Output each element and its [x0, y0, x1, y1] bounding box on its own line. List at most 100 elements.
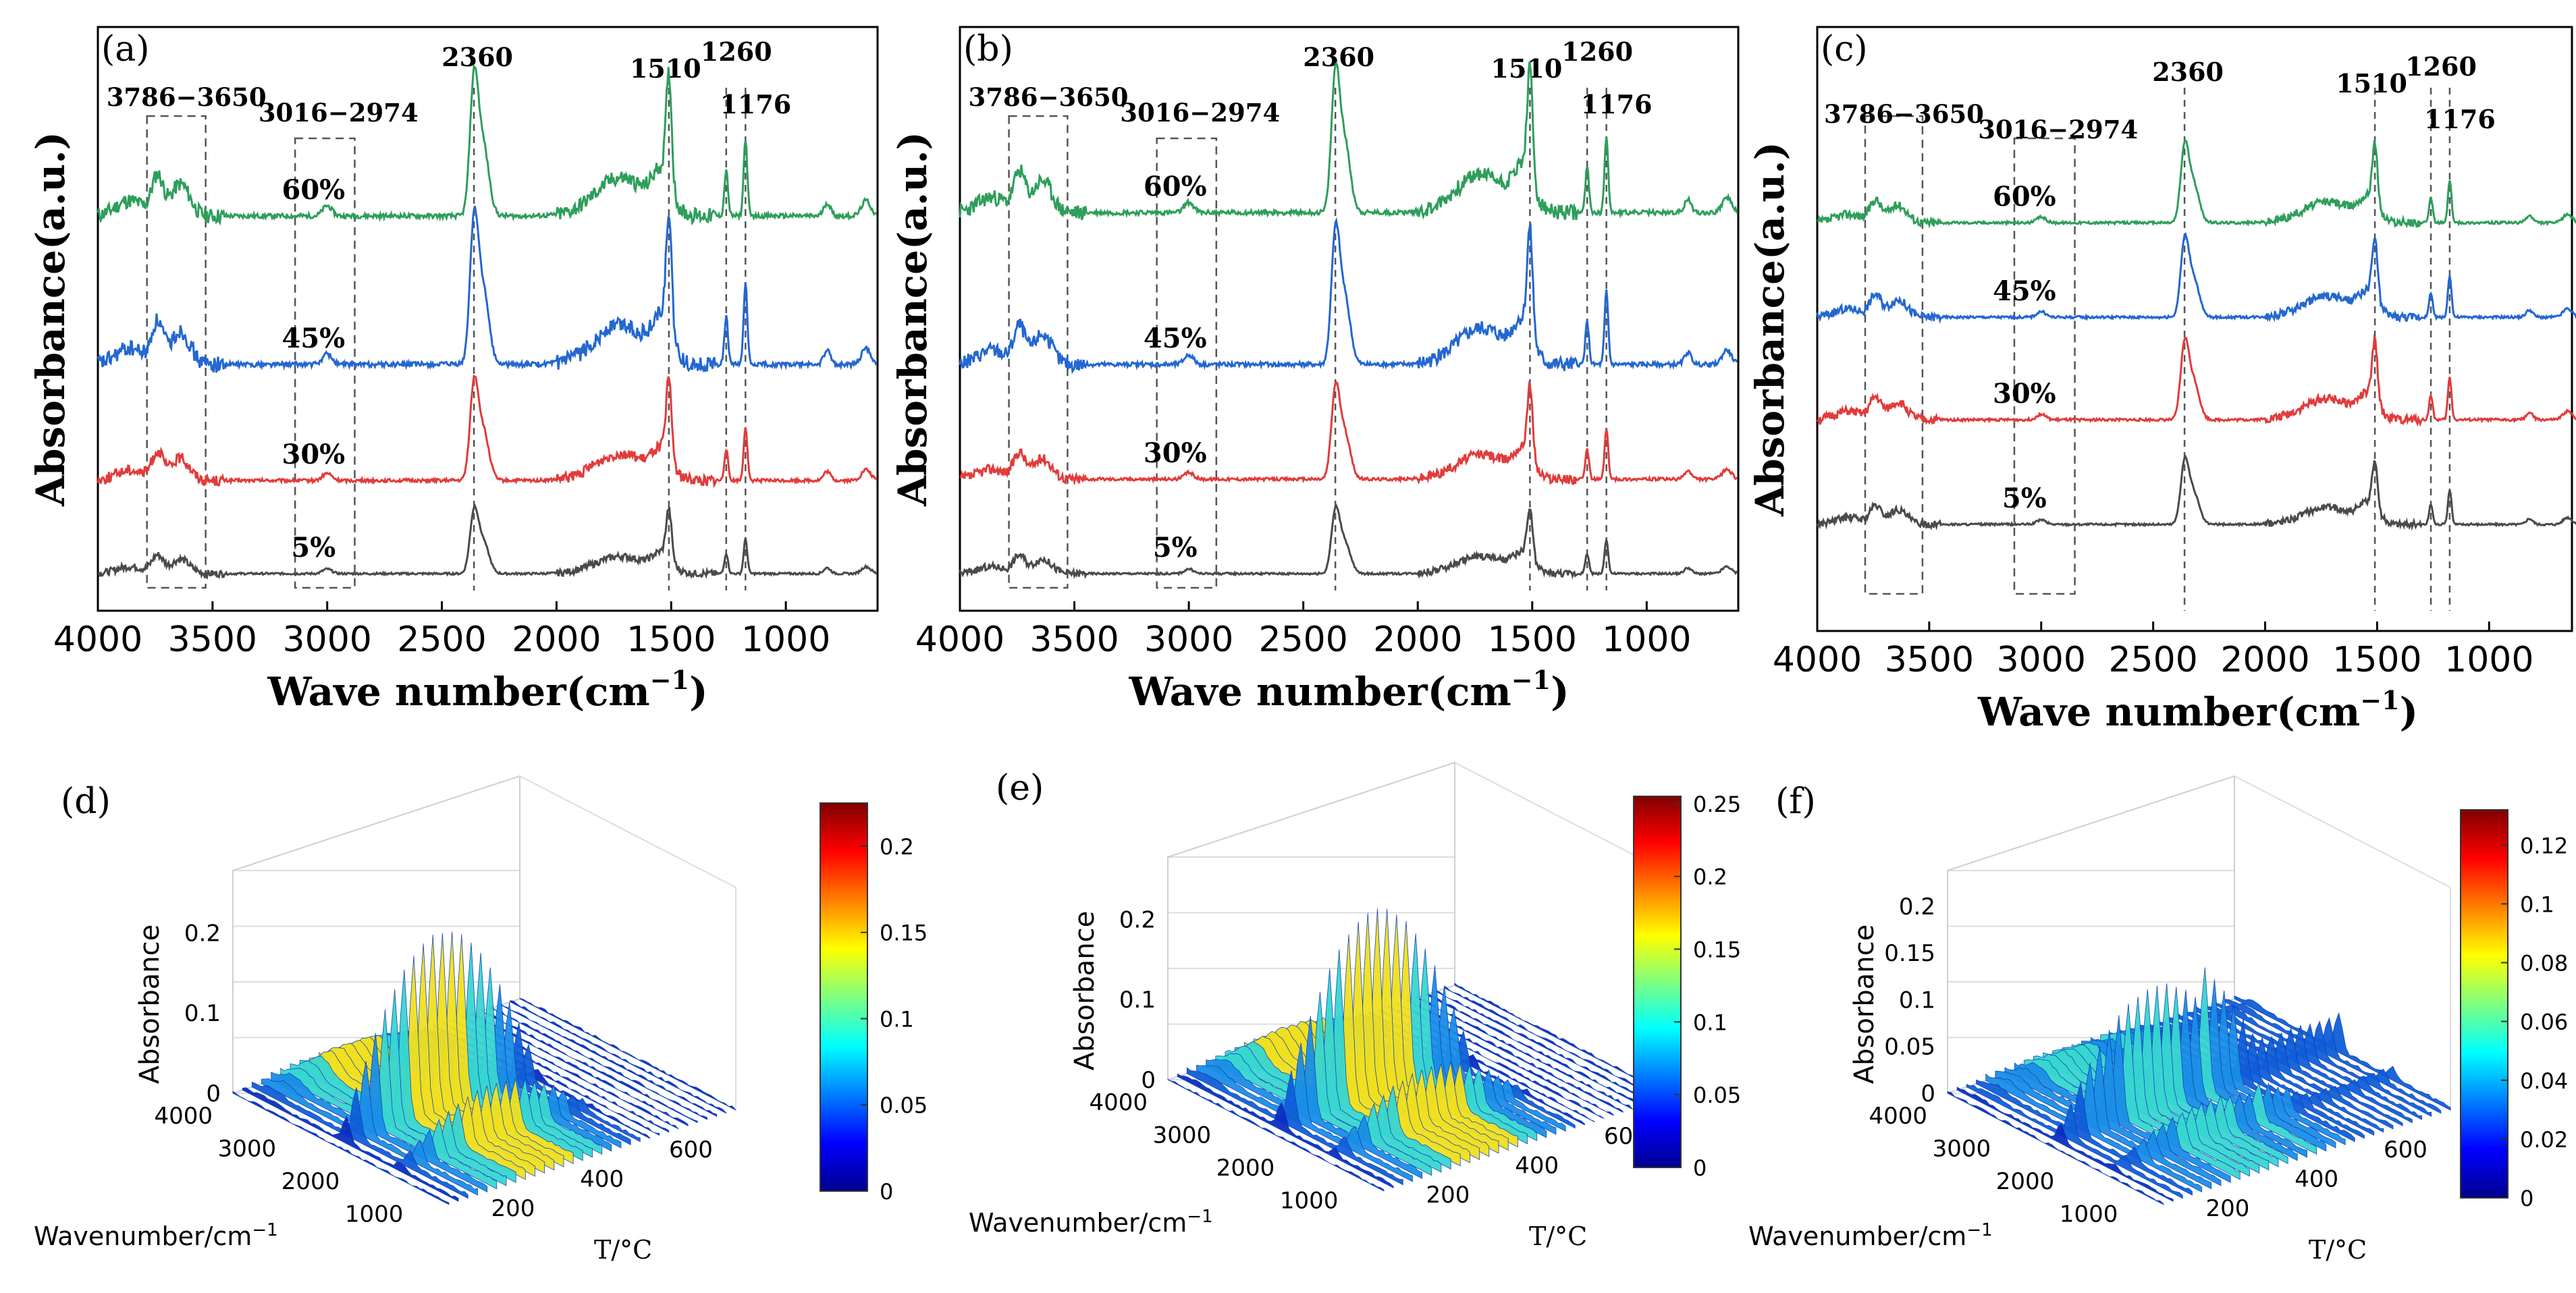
x-tick-label: 3500	[1029, 620, 1119, 660]
plot-frame	[1816, 26, 2573, 632]
x-tick-label: 2500	[397, 620, 486, 660]
surface-slice	[1426, 993, 1642, 1107]
surface-slice	[1243, 934, 1461, 1167]
z-tick-label: 0	[1141, 1067, 1156, 1094]
temp-tick-label: 200	[2206, 1195, 2250, 1222]
x-tick-label: 3000	[283, 620, 372, 660]
colorbar-tick-label: 0.05	[1693, 1082, 1741, 1108]
x-tick-label: 2000	[2220, 640, 2309, 680]
x-axis-title-sup: −1	[1511, 665, 1551, 695]
panel-f: 0.20.150.10.050Absorbance400030002000100…	[1748, 775, 2568, 1265]
wavenumber-title-sup: −1	[1187, 1207, 1212, 1227]
x-tick-label: 2500	[1259, 620, 1348, 660]
grid-line	[519, 775, 736, 888]
z-axis-title: Absorbance	[1069, 911, 1100, 1070]
series-label: 5%	[2002, 483, 2047, 514]
surface-slice	[338, 933, 555, 1171]
surface-slice	[2195, 1006, 2413, 1124]
surface-slice	[2234, 995, 2451, 1111]
colorbar-tick-label: 0.04	[2520, 1068, 2568, 1094]
series-label: 30%	[281, 439, 345, 470]
wave-tick-label: 3000	[1933, 1136, 1991, 1163]
colorbar	[820, 802, 868, 1192]
wavenumber-title-text: Wavenumber/cm	[1748, 1221, 1966, 1251]
colorbar-tick-label: 0.15	[880, 920, 928, 946]
surface-slice	[308, 956, 526, 1180]
surface-slice	[319, 943, 535, 1177]
colorbar-tick-label: 0	[2520, 1186, 2533, 1211]
y-axis-title: Absorbance(a.u.)	[890, 132, 936, 507]
surface-slice	[328, 934, 545, 1174]
temperature-axis-title: T/°C	[594, 1235, 652, 1265]
x-axis-title-close: )	[689, 669, 707, 715]
surface-slice	[1445, 985, 1662, 1101]
x-tick-label: 1500	[626, 620, 716, 660]
surface-slice	[1956, 1086, 2174, 1202]
series-label: 30%	[1144, 437, 1207, 469]
x-tick-label: 1000	[2444, 640, 2533, 680]
wave-tick-label: 2000	[1996, 1168, 2055, 1195]
x-axis-title: Wave number(cm−1)	[1128, 665, 1569, 715]
panel-label: (f)	[1775, 781, 1816, 822]
surface-slice	[2014, 1015, 2231, 1183]
wavenumber-axis-title: Wavenumber/cm−1	[34, 1220, 278, 1251]
colorbar-tick-label: 0.02	[2520, 1127, 2568, 1153]
colorbar-tick-label: 0	[1693, 1155, 1707, 1181]
wavenumber-title-text: Wavenumber/cm	[34, 1221, 252, 1251]
x-tick-label: 1000	[1602, 620, 1691, 660]
series-label: 45%	[1144, 323, 1207, 354]
spectrum-line-45pct	[1816, 231, 2576, 324]
peak-label: 1176	[720, 89, 791, 119]
surface-slice	[1215, 991, 1432, 1176]
series-label: 45%	[281, 323, 345, 354]
surface-slice	[1254, 921, 1470, 1163]
z-tick-label: 0.15	[1884, 940, 1935, 967]
y-axis-title: Absorbance(a.u.)	[1747, 142, 1793, 517]
x-tick-label: 3000	[1997, 640, 2086, 680]
y-axis-title: Absorbance(a.u.)	[28, 132, 74, 507]
surface-slice	[2215, 1001, 2432, 1117]
wave-tick-label: 2000	[281, 1168, 340, 1195]
plot-frame	[97, 26, 879, 612]
x-tick-label: 1000	[741, 620, 830, 660]
surface-slice	[1966, 1084, 2183, 1199]
surface-slice	[1225, 968, 1442, 1173]
spectrum-line-30pct	[959, 381, 1738, 487]
colorbar-tick-label: 0.2	[880, 834, 914, 860]
temp-tick-label: 600	[669, 1136, 713, 1163]
z-axis-title: Absorbance	[134, 925, 165, 1084]
surface-slice	[251, 1081, 468, 1199]
series-label: 45%	[1993, 275, 2056, 307]
surface-slice	[1416, 995, 1633, 1110]
z-tick-label: 0.1	[1119, 987, 1156, 1014]
spectrum-line-60pct	[1817, 139, 2576, 229]
wavenumber-title-text: Wavenumber/cm	[969, 1208, 1187, 1238]
colorbar	[2460, 809, 2508, 1199]
wave-tick-label: 3000	[218, 1136, 277, 1163]
x-tick-label: 2500	[2108, 640, 2197, 680]
surface-slice	[1263, 912, 1480, 1160]
surface-slice	[2205, 1006, 2422, 1120]
panel-label: (a)	[101, 29, 150, 70]
x-axis-title-sup: −1	[2360, 685, 2399, 715]
colorbar-tick-label: 0.2	[1693, 864, 1727, 890]
spectrum-line-30pct	[1816, 333, 2576, 427]
x-tick-label: 3500	[168, 620, 257, 660]
x-tick-label: 1500	[2332, 640, 2421, 680]
panel-label: (c)	[1821, 29, 1868, 70]
grid-line	[2234, 775, 2451, 888]
spectrum-line-45pct	[959, 217, 1738, 375]
x-tick-label: 3500	[1885, 640, 1974, 680]
temp-tick-label: 200	[1426, 1182, 1470, 1209]
z-tick-label: 0	[206, 1080, 221, 1107]
surface-slice	[510, 1000, 727, 1114]
surface-slice	[1985, 1062, 2203, 1192]
wave-tick-label: 2000	[1216, 1155, 1275, 1182]
series-label: 5%	[291, 532, 336, 563]
colorbar	[1633, 796, 1682, 1168]
wave-tick-label: 4000	[154, 1103, 213, 1130]
